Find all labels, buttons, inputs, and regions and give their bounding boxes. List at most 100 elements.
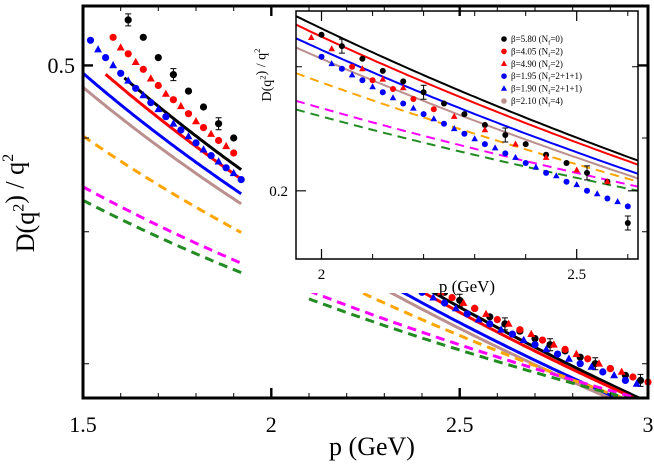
inset-point-s3-10 xyxy=(522,160,529,166)
inset-point-s3-14 xyxy=(604,195,611,202)
inset-point-s2-3 xyxy=(379,75,387,82)
legend: β=5.80 (Nf=0)β=4.05 (Nf=2)β=4.90 (Nf=2)β… xyxy=(500,34,582,109)
inset-point-s4-1 xyxy=(348,71,356,78)
main-point-s1-0 xyxy=(109,33,117,41)
main-point-s4-3 xyxy=(139,91,148,99)
main-point-s3-9 xyxy=(222,164,230,172)
main-curve-6-segment-1 xyxy=(308,297,634,398)
inset-point-s3-3 xyxy=(379,89,386,96)
inset-point-s2-8 xyxy=(542,153,550,160)
main-point-s0-0 xyxy=(124,16,132,24)
inset-curve-1-segment-0 xyxy=(296,23,638,166)
main-point-s4-21 xyxy=(610,371,619,379)
main-point-s1-2 xyxy=(139,65,147,73)
legend-marker-3 xyxy=(501,73,507,79)
inset-point-s1-3 xyxy=(410,96,417,102)
main-curve-4-segment-0 xyxy=(83,134,242,234)
inset-point-s4-10 xyxy=(532,163,540,170)
inset-point-s1-1 xyxy=(369,77,376,84)
main-point-s1-19 xyxy=(584,355,592,363)
inset-point-s0-4 xyxy=(400,78,407,85)
inset-point-s3-0 xyxy=(318,53,325,60)
main-point-s2-2 xyxy=(146,74,155,82)
main-point-s3-1 xyxy=(102,54,110,62)
main-point-s3-20 xyxy=(554,350,562,358)
main-point-s3-19 xyxy=(531,341,539,349)
main-xtick-label-1: 2 xyxy=(266,412,277,437)
main-point-s1-13 xyxy=(448,294,456,302)
main-point-s4-5 xyxy=(169,119,178,127)
inset-point-s2-6 xyxy=(481,126,489,133)
main-xlabel: p (GeV) xyxy=(329,432,415,461)
main-point-s2-19 xyxy=(617,367,626,375)
inset-xlabel: p (GeV) xyxy=(439,277,495,296)
main-point-s3-0 xyxy=(86,36,95,44)
inset-point-s0-3 xyxy=(379,67,386,74)
inset-curve-6-segment-0 xyxy=(296,108,638,192)
main-point-s4-0 xyxy=(94,45,102,53)
main-point-s3-7 xyxy=(192,139,200,147)
main-point-s1-15 xyxy=(493,316,501,324)
main-point-s0-4 xyxy=(184,87,193,95)
inset-point-s1-2 xyxy=(390,86,396,92)
main-point-s4-6 xyxy=(184,132,193,140)
main-point-s1-18 xyxy=(561,345,569,353)
inset-point-s0-7 xyxy=(461,111,468,118)
inset-point-s2-9 xyxy=(573,166,580,173)
main-point-s3-3 xyxy=(132,84,140,92)
main-point-s3-8 xyxy=(207,152,215,160)
inset-point-s2-2 xyxy=(359,65,366,72)
main-point-s1-8 xyxy=(230,149,238,157)
inset-point-s3-13 xyxy=(584,187,590,194)
main-point-s4-8 xyxy=(214,157,223,165)
main-point-s2-17 xyxy=(572,349,581,357)
main-point-s1-14 xyxy=(471,304,479,312)
inset-point-s3-9 xyxy=(502,150,509,157)
legend-label-4: β=1.90 (Nf=2+1+1) xyxy=(511,84,582,97)
main-point-s2-12 xyxy=(459,298,468,306)
main-point-s2-6 xyxy=(207,129,215,137)
inset-point-s2-7 xyxy=(512,140,519,147)
inset-point-s2-5 xyxy=(450,112,458,119)
main-point-s1-6 xyxy=(199,124,208,132)
inset-curve-3-segment-0 xyxy=(296,46,638,180)
inset-point-s0-6 xyxy=(441,100,447,107)
main-point-s3-4 xyxy=(147,99,155,107)
inset-point-s3-11 xyxy=(543,169,550,176)
legend-marker-1 xyxy=(501,48,507,55)
inset-background xyxy=(292,7,642,293)
legend-marker-5 xyxy=(501,98,507,104)
main-point-s1-4 xyxy=(169,96,177,104)
inset-point-s3-2 xyxy=(359,77,366,84)
main-point-s4-1 xyxy=(109,61,118,69)
main-point-s1-20 xyxy=(606,365,614,373)
main-point-s2-7 xyxy=(222,141,231,150)
inset-xtick-label-1: 2.5 xyxy=(567,267,586,283)
main-point-s3-22 xyxy=(599,368,607,376)
main-point-s3-10 xyxy=(237,176,245,184)
main-point-s4-18 xyxy=(542,345,551,353)
inset-point-s4-6 xyxy=(450,125,458,132)
main-point-s4-17 xyxy=(519,335,528,343)
inset-point-s4-0 xyxy=(328,60,335,67)
main-point-s2-5 xyxy=(192,117,200,125)
main-point-s3-17 xyxy=(486,320,494,328)
main-point-s4-13 xyxy=(429,293,438,301)
main-point-s3-2 xyxy=(117,69,125,77)
main-point-s0-1 xyxy=(139,33,147,41)
main-point-s2-16 xyxy=(549,340,558,348)
main-point-s1-1 xyxy=(124,50,132,58)
inset-point-s3-15 xyxy=(624,203,631,210)
main-curve-5-segment-1 xyxy=(308,289,643,398)
main-point-s2-4 xyxy=(177,101,185,110)
legend-marker-0 xyxy=(501,36,507,42)
main-point-s2-15 xyxy=(527,329,536,337)
main-point-s2-14 xyxy=(504,319,513,327)
inset-point-s4-11 xyxy=(553,172,560,179)
axis-labels: p (GeV) D(q2) / q2 p (GeV) D(q2) / q2 xyxy=(0,48,495,461)
main-point-s2-13 xyxy=(482,309,490,317)
main-ylabel: D(q2) / q2 xyxy=(0,154,40,252)
inset-point-s0-8 xyxy=(481,122,488,128)
inset-point-s0-15 xyxy=(624,220,631,226)
